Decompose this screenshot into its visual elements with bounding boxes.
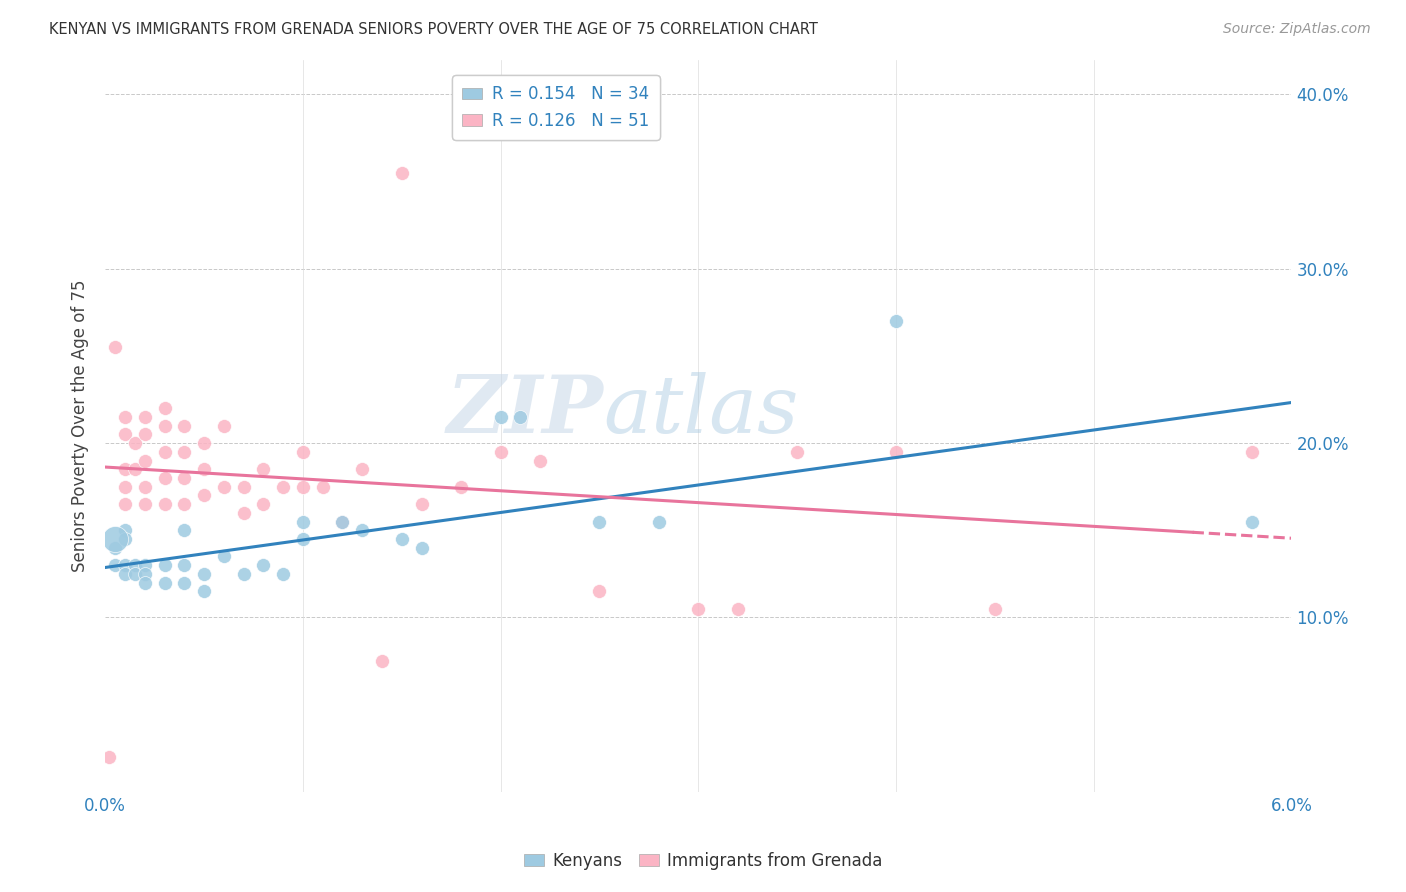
Point [193, 584, 215, 599]
Point [114, 497, 136, 511]
Text: ZIP: ZIP [447, 372, 603, 450]
Point [173, 497, 195, 511]
Point [212, 549, 235, 564]
Point [984, 601, 1007, 615]
Point [332, 515, 354, 529]
Point [153, 401, 176, 416]
Point [173, 575, 195, 590]
Text: KENYAN VS IMMIGRANTS FROM GRENADA SENIORS POVERTY OVER THE AGE OF 75 CORRELATION: KENYAN VS IMMIGRANTS FROM GRENADA SENIOR… [49, 22, 818, 37]
Point [291, 444, 314, 458]
Point [104, 340, 127, 354]
Point [588, 515, 610, 529]
Point [134, 575, 156, 590]
Point [193, 488, 215, 502]
Point [173, 444, 195, 458]
Point [371, 654, 394, 668]
Point [588, 584, 610, 599]
Point [98, 749, 121, 764]
Point [114, 532, 136, 546]
Point [134, 497, 156, 511]
Point [153, 471, 176, 485]
Point [411, 541, 433, 555]
Point [884, 314, 907, 328]
Point [134, 480, 156, 494]
Point [173, 471, 195, 485]
Point [124, 462, 146, 476]
Point [1240, 515, 1263, 529]
Point [352, 523, 374, 537]
Point [648, 515, 671, 529]
Point [786, 444, 808, 458]
Point [291, 480, 314, 494]
Point [212, 480, 235, 494]
Point [134, 558, 156, 573]
Point [124, 566, 146, 581]
Point [114, 566, 136, 581]
Point [114, 480, 136, 494]
Y-axis label: Seniors Poverty Over the Age of 75: Seniors Poverty Over the Age of 75 [72, 279, 89, 572]
Point [104, 532, 127, 546]
Point [688, 601, 710, 615]
Point [391, 532, 413, 546]
Point [104, 541, 127, 555]
Point [232, 480, 254, 494]
Point [153, 444, 176, 458]
Text: Source: ZipAtlas.com: Source: ZipAtlas.com [1223, 22, 1371, 37]
Point [153, 497, 176, 511]
Point [193, 566, 215, 581]
Point [134, 409, 156, 424]
Point [153, 418, 176, 433]
Point [332, 515, 354, 529]
Point [104, 558, 127, 573]
Legend: Kenyans, Immigrants from Grenada: Kenyans, Immigrants from Grenada [517, 846, 889, 877]
Point [252, 558, 274, 573]
Point [312, 480, 335, 494]
Point [509, 409, 531, 424]
Point [124, 558, 146, 573]
Point [391, 166, 413, 180]
Point [529, 453, 551, 467]
Point [352, 462, 374, 476]
Point [124, 436, 146, 450]
Point [114, 409, 136, 424]
Point [173, 523, 195, 537]
Point [134, 427, 156, 442]
Point [114, 558, 136, 573]
Point [252, 497, 274, 511]
Point [271, 480, 294, 494]
Point [1240, 444, 1263, 458]
Point [134, 566, 156, 581]
Point [291, 532, 314, 546]
Point [193, 462, 215, 476]
Point [450, 480, 472, 494]
Point [232, 506, 254, 520]
Point [114, 523, 136, 537]
Text: atlas: atlas [603, 372, 799, 450]
Legend: R = 0.154   N = 34, R = 0.126   N = 51: R = 0.154 N = 34, R = 0.126 N = 51 [453, 75, 659, 139]
Point [884, 444, 907, 458]
Point [173, 418, 195, 433]
Point [271, 566, 294, 581]
Point [727, 601, 749, 615]
Point [173, 558, 195, 573]
Point [114, 462, 136, 476]
Point [489, 444, 512, 458]
Point [134, 453, 156, 467]
Point [489, 409, 512, 424]
Point [252, 462, 274, 476]
Point [291, 515, 314, 529]
Point [411, 497, 433, 511]
Point [114, 427, 136, 442]
Point [193, 436, 215, 450]
Point [232, 566, 254, 581]
Point [212, 418, 235, 433]
Point [153, 558, 176, 573]
Point [153, 575, 176, 590]
